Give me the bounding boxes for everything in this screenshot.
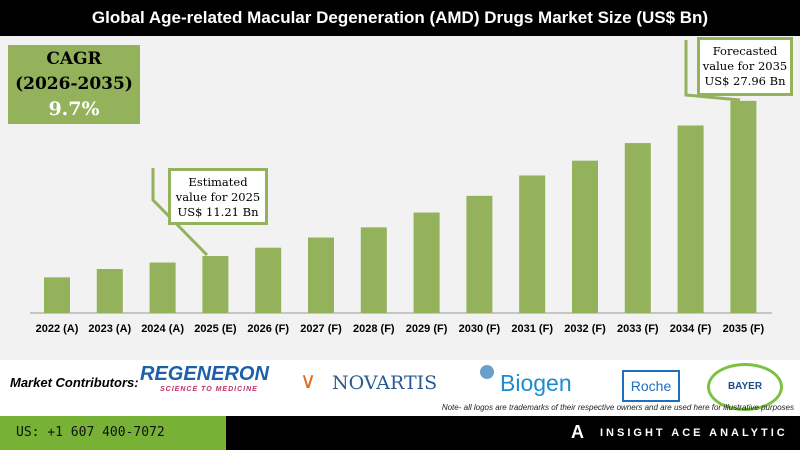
- bayer-logo: BAYER: [707, 363, 783, 411]
- roche-logo: Roche: [622, 370, 680, 402]
- regeneron-tagline: SCIENCE TO MEDICINE: [160, 386, 258, 393]
- bar: [466, 195, 493, 313]
- x-tick-label: 2023 (A): [88, 323, 131, 335]
- bar-chart: 2022 (A) 2023 (A) 2024 (A) 2025 (E) 2026 (F)…: [30, 40, 772, 335]
- callout-2035: Forecasted value for 2035 US$ 27.96 Bn: [697, 37, 793, 96]
- cagr-box: CAGR (2026-2035) 9.7%: [8, 45, 140, 124]
- footer: US: +1 607 400-7072 A INSIGHT ACE ANALYT…: [0, 416, 800, 450]
- brand-name: INSIGHT ACE ANALYTIC: [600, 427, 788, 439]
- regeneron-logo: REGENERON: [140, 363, 269, 385]
- bar: [149, 262, 176, 313]
- x-tick-label: 2029 (F): [406, 323, 448, 335]
- x-tick-label: 2035 (F): [723, 323, 765, 335]
- bar: [413, 212, 440, 313]
- x-tick-label: 2030 (F): [459, 323, 501, 335]
- bar: [519, 175, 546, 313]
- bar: [677, 125, 704, 313]
- bar: [730, 100, 757, 314]
- cagr-value: 9.7%: [48, 98, 100, 120]
- trademark-note: Note- all logos are trademarks of their …: [441, 403, 794, 412]
- bar: [360, 227, 387, 313]
- biogen-logo: Biogen: [500, 370, 572, 396]
- contributors-label: Market Contributors:: [10, 375, 139, 390]
- x-tick-label: 2026 (F): [247, 323, 289, 335]
- bar: [96, 269, 123, 313]
- callout-line: value for 2025: [175, 190, 261, 204]
- bar: [255, 247, 282, 313]
- bar: [572, 160, 598, 313]
- bar: [308, 237, 334, 313]
- x-tick-label: 2034 (F): [670, 323, 712, 335]
- novartis-flame-icon: ∨: [300, 368, 317, 393]
- cagr-label: CAGR: [46, 49, 102, 69]
- callout-line: US$ 27.96 Bn: [704, 74, 786, 88]
- biogen-icon: [480, 365, 494, 379]
- x-tick-label: 2025 (E): [194, 323, 237, 335]
- bar: [624, 143, 651, 313]
- callout-line: US$ 11.21 Bn: [177, 205, 259, 219]
- x-tick-label: 2027 (F): [300, 323, 342, 335]
- x-tick-label: 2022 (A): [36, 323, 79, 335]
- bar: [44, 277, 70, 313]
- x-tick-label: 2031 (F): [511, 323, 553, 335]
- contributors-strip: Market Contributors: REGENERON SCIENCE T…: [0, 360, 800, 416]
- x-tick-label: 2028 (F): [353, 323, 395, 335]
- x-tick-label: 2033 (F): [617, 323, 659, 335]
- phone-number: US: +1 607 400-7072: [0, 416, 226, 450]
- brand-logo-icon: A: [571, 422, 584, 442]
- callout-line: Forecasted: [712, 44, 778, 58]
- bar: [202, 255, 229, 313]
- x-tick-label: 2024 (A): [141, 323, 184, 335]
- x-tick-label: 2032 (F): [564, 323, 606, 335]
- callout-line: value for 2035: [702, 59, 788, 73]
- callout-line: Estimated: [188, 175, 248, 189]
- cagr-period: (2026-2035): [15, 74, 133, 94]
- novartis-logo: NOVARTIS: [332, 372, 438, 394]
- callout-2025: Estimated value for 2025 US$ 11.21 Bn: [168, 168, 268, 225]
- chart-title: Global Age-related Macular Degeneration …: [0, 0, 800, 36]
